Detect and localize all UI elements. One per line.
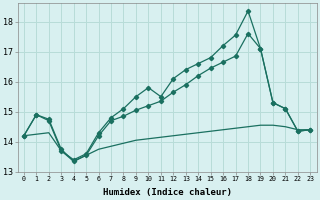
X-axis label: Humidex (Indice chaleur): Humidex (Indice chaleur) xyxy=(103,188,232,197)
